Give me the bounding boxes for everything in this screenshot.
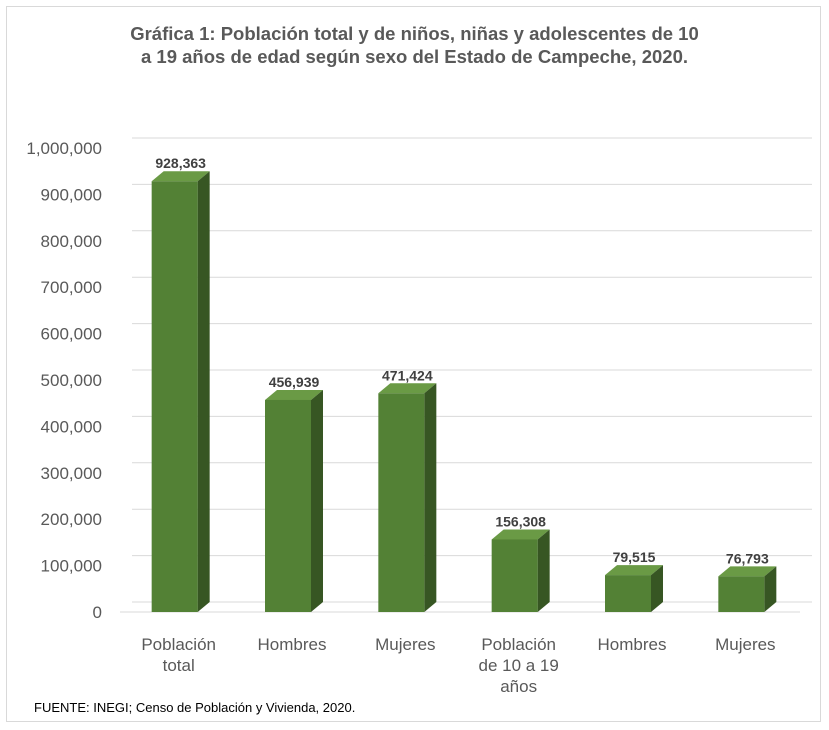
data-label: 928,363 bbox=[155, 155, 206, 171]
y-tick-label: 300,000 bbox=[41, 464, 102, 483]
chart-title-line-2: a 19 años de edad según sexo del Estado … bbox=[141, 46, 688, 67]
x-category-label: años bbox=[500, 677, 537, 696]
bar-top bbox=[378, 383, 437, 394]
x-category-label: Hombres bbox=[598, 635, 667, 654]
bar-top bbox=[718, 566, 777, 577]
x-category-label: Mujeres bbox=[375, 635, 435, 654]
y-tick-label: 100,000 bbox=[41, 557, 102, 576]
chart-title-line-1: Gráfica 1: Población total y de niños, n… bbox=[130, 23, 699, 44]
y-tick-label: 1,000,000 bbox=[26, 139, 102, 158]
data-label: 79,515 bbox=[613, 549, 656, 565]
bar-side bbox=[197, 171, 210, 612]
y-tick-label: 900,000 bbox=[41, 185, 102, 204]
x-category-label: Población bbox=[481, 635, 556, 654]
bar bbox=[605, 575, 651, 612]
x-category-label: de 10 a 19 bbox=[478, 656, 558, 675]
x-category-label: Mujeres bbox=[715, 635, 775, 654]
bar-top bbox=[151, 171, 210, 182]
y-tick-label: 200,000 bbox=[41, 510, 102, 529]
bar bbox=[265, 399, 311, 612]
x-category-label: total bbox=[163, 656, 195, 675]
data-label: 76,793 bbox=[726, 550, 769, 566]
source-note: FUENTE: INEGI; Censo de Población y Vivi… bbox=[34, 700, 356, 715]
bar-side bbox=[424, 383, 437, 612]
y-tick-label: 0 bbox=[93, 603, 102, 622]
bar bbox=[378, 393, 425, 612]
x-category-label: Hombres bbox=[258, 635, 327, 654]
y-tick-label: 800,000 bbox=[41, 232, 102, 251]
bar bbox=[718, 576, 765, 612]
y-tick-label: 700,000 bbox=[41, 278, 102, 297]
bar-top bbox=[605, 565, 663, 576]
data-label: 156,308 bbox=[495, 513, 546, 529]
data-label: 471,424 bbox=[382, 367, 433, 383]
bar-side bbox=[311, 389, 323, 612]
bar-side bbox=[537, 529, 550, 612]
bar-side bbox=[651, 565, 663, 612]
y-tick-label: 500,000 bbox=[41, 371, 102, 390]
bar bbox=[491, 539, 538, 612]
x-category-label: Población bbox=[141, 635, 216, 654]
data-label: 456,939 bbox=[269, 374, 320, 390]
y-tick-label: 400,000 bbox=[41, 417, 102, 436]
bar-top bbox=[491, 529, 550, 540]
y-tick-label: 600,000 bbox=[41, 325, 102, 344]
bar bbox=[151, 181, 198, 612]
bar-top bbox=[265, 389, 323, 400]
bar-side bbox=[764, 566, 777, 612]
